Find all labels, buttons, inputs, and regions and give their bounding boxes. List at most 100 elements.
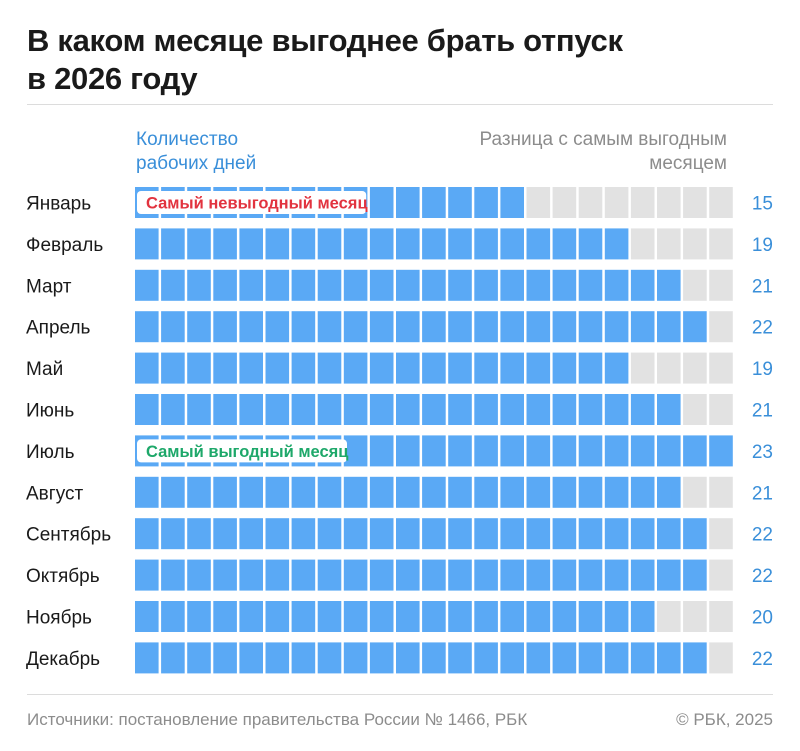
missing-day-cell	[526, 187, 551, 218]
working-day-cell	[526, 559, 551, 591]
working-day-cell	[526, 518, 551, 550]
working-day-cell	[422, 559, 446, 591]
working-day-cell	[239, 642, 263, 674]
working-day-cell	[343, 352, 368, 384]
working-day-cell	[552, 559, 577, 591]
working-day-cell	[604, 394, 629, 425]
working-day-cell	[343, 642, 368, 674]
working-day-cell	[265, 559, 290, 591]
working-day-cell	[474, 352, 498, 384]
working-day-cell	[396, 311, 420, 343]
working-day-cell	[630, 435, 655, 467]
working-day-cell	[578, 642, 603, 674]
legend-working-days-line-1: Количество	[136, 129, 239, 150]
working-day-cell	[396, 559, 420, 591]
working-day-cell	[317, 559, 342, 591]
working-day-cell	[265, 642, 290, 674]
working-day-cell	[422, 601, 446, 632]
chart-title-line-1: В каком месяце выгоднее брать отпуск	[27, 23, 623, 58]
working-day-cell	[135, 269, 159, 301]
working-day-cell	[343, 394, 368, 425]
working-day-cell	[448, 642, 472, 674]
best-month-label: Самый выгодный месяц	[146, 443, 348, 461]
working-day-cell	[630, 601, 655, 632]
missing-day-cell	[630, 187, 655, 218]
working-day-cell	[187, 601, 211, 632]
working-day-cell	[422, 311, 446, 343]
working-day-cell	[291, 269, 316, 301]
working-day-cell	[396, 642, 420, 674]
working-day-cell	[604, 435, 629, 467]
working-day-cell	[578, 228, 603, 260]
chart-row: Февраль 19	[26, 228, 773, 260]
working-day-cell	[578, 518, 603, 550]
working-day-cell	[552, 269, 577, 301]
missing-day-cell	[657, 352, 681, 384]
working-day-cell	[500, 352, 524, 384]
working-day-cell	[239, 352, 263, 384]
working-day-cell	[500, 394, 524, 425]
working-day-cell	[213, 228, 237, 260]
working-day-cell	[135, 601, 159, 632]
chart-row: Июнь 21	[26, 394, 773, 425]
working-day-cell	[135, 518, 159, 550]
working-day-cell	[578, 559, 603, 591]
working-day-cell	[187, 311, 211, 343]
missing-day-cell	[709, 394, 733, 425]
chart-row: Ноябрь 20	[26, 601, 773, 632]
working-day-cell	[317, 394, 342, 425]
working-day-cell	[317, 601, 342, 632]
working-day-cell	[369, 228, 394, 260]
working-day-cell	[396, 601, 420, 632]
working-day-cell	[187, 518, 211, 550]
working-day-cell	[657, 269, 681, 301]
month-label: Ноябрь	[26, 608, 92, 629]
missing-day-cell	[683, 352, 707, 384]
chart-row: Март 21	[26, 269, 773, 301]
working-day-cell	[369, 311, 394, 343]
chart-row: Январь 15 Самый невыгодный месяц	[26, 187, 773, 218]
working-day-cell	[343, 518, 368, 550]
working-day-cell	[161, 269, 185, 301]
working-day-cell	[317, 518, 342, 550]
working-day-cell	[213, 394, 237, 425]
working-day-cell	[317, 269, 342, 301]
working-day-cell	[369, 187, 394, 218]
working-day-cell	[161, 601, 185, 632]
month-label: Март	[26, 276, 72, 297]
working-day-cell	[265, 601, 290, 632]
working-day-cell	[239, 228, 263, 260]
working-day-cell	[213, 601, 237, 632]
chart-row: Май 19	[26, 352, 773, 384]
month-label: Июнь	[26, 401, 74, 422]
working-day-cell	[422, 476, 446, 508]
working-day-cell	[135, 476, 159, 508]
chart-row: Сентябрь 22	[26, 518, 773, 550]
missing-day-cell	[709, 311, 733, 343]
chart-row: Август 21	[26, 476, 773, 508]
working-day-cell	[343, 476, 368, 508]
missing-day-cell	[657, 187, 681, 218]
working-day-cell	[135, 394, 159, 425]
working-day-cell	[369, 394, 394, 425]
working-day-cell	[604, 559, 629, 591]
working-day-cell	[161, 394, 185, 425]
working-day-cell	[291, 601, 316, 632]
working-day-cell	[500, 642, 524, 674]
working-day-cell	[396, 476, 420, 508]
working-day-cell	[369, 559, 394, 591]
copyright: © РБК, 2025	[676, 710, 773, 729]
working-day-cell	[422, 642, 446, 674]
working-day-cell	[291, 352, 316, 384]
working-day-cell	[552, 228, 577, 260]
month-label: Апрель	[26, 318, 91, 339]
working-day-cell	[448, 601, 472, 632]
working-day-cell	[265, 476, 290, 508]
working-day-cell	[161, 352, 185, 384]
working-day-cell	[448, 435, 472, 467]
working-day-cell	[369, 518, 394, 550]
working-day-cell	[448, 311, 472, 343]
working-day-cell	[187, 559, 211, 591]
working-day-cell	[187, 476, 211, 508]
working-day-cell	[474, 187, 498, 218]
